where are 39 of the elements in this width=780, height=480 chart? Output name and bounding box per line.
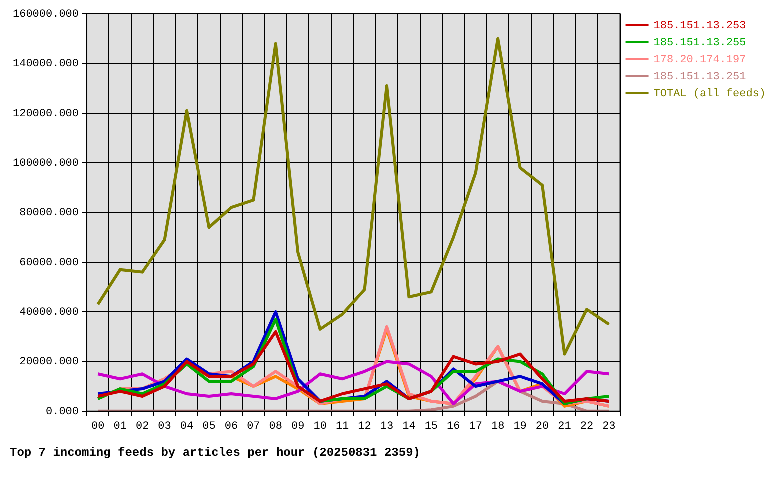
legend-label: 178.20.174.197 [654, 54, 746, 66]
x-tick-label: 07 [247, 420, 260, 433]
x-tick-label: 15 [424, 420, 438, 433]
x-tick-label: 22 [580, 420, 594, 433]
x-tick-label: 12 [358, 420, 372, 433]
x-tick-label: 09 [291, 420, 305, 433]
x-tick-label: 10 [314, 420, 327, 433]
x-tick-label: 08 [269, 420, 282, 433]
x-tick-label: 17 [469, 420, 482, 433]
y-tick-label: 160000.000 [12, 8, 80, 21]
x-tick-label: 02 [136, 420, 150, 433]
legend-label: 185.151.13.253 [654, 20, 746, 32]
x-tick-label: 14 [402, 420, 416, 433]
x-tick-label: 06 [224, 420, 238, 433]
x-tick-label: 20 [536, 420, 550, 433]
y-tick-label: 120000.000 [12, 108, 80, 120]
x-tick-label: 03 [158, 420, 172, 433]
x-tick-label: 13 [380, 420, 394, 433]
y-tick-label: 140000.000 [12, 58, 80, 71]
x-tick-label: 11 [336, 420, 350, 433]
y-tick-label: 20000.000 [20, 356, 80, 369]
text: Top 7 incoming feeds by articles per hour (20250831 2359) [10, 446, 420, 460]
legend-label: 185.151.13.255 [654, 37, 746, 50]
y-tick-label: 0.000 [46, 406, 80, 418]
x-tick-label: 00 [92, 420, 105, 433]
y-tick-label: 100000.000 [12, 158, 80, 170]
legend-label: 185.151.13.251 [654, 71, 747, 84]
y-tick-label: 40000.000 [20, 306, 80, 319]
x-tick-label: 05 [202, 420, 216, 433]
legend-label: TOTAL (all feeds) [654, 88, 766, 100]
x-tick-label: 16 [447, 420, 460, 433]
x-tick-label: 19 [514, 420, 527, 433]
x-tick-label: 18 [491, 420, 505, 433]
x-tick-label: 04 [180, 420, 194, 433]
x-tick-label: 21 [558, 420, 572, 433]
y-tick-label: 80000.000 [20, 208, 80, 220]
x-tick-label: 23 [602, 420, 616, 433]
y-tick-label: 60000.000 [20, 257, 80, 270]
x-tick-label: 01 [114, 420, 128, 433]
